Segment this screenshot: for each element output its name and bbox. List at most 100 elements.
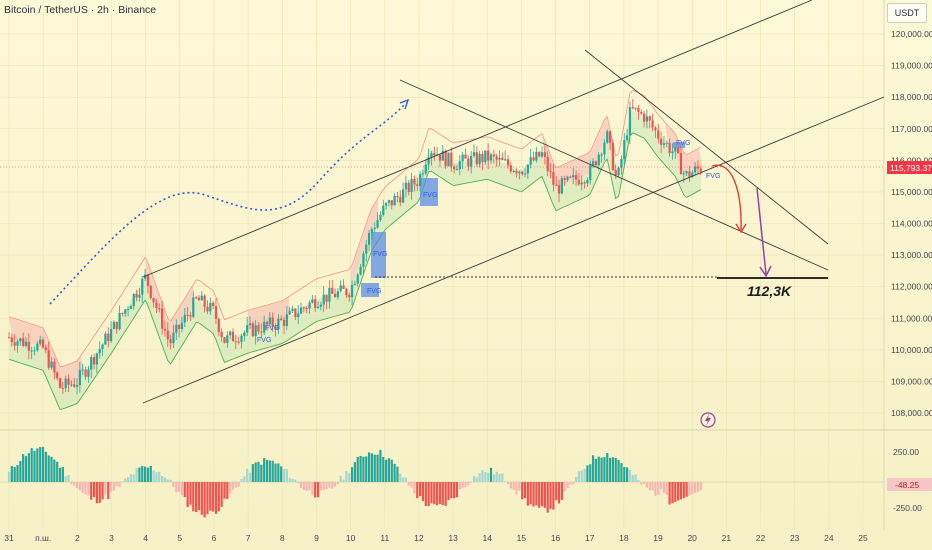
candle-body <box>319 304 322 307</box>
oscillator-bar <box>384 459 388 482</box>
purple-target-arrow <box>756 187 767 275</box>
time-tick-label: 5 <box>177 533 182 543</box>
candle-body <box>234 341 237 343</box>
oscillator-bar <box>563 482 566 492</box>
fvg-label: FVG <box>367 288 381 295</box>
oscillator-bar <box>370 453 374 482</box>
candle-body <box>433 153 436 156</box>
time-tick-label: 25 <box>858 533 868 543</box>
candle-body <box>489 154 493 161</box>
candle-body <box>180 322 184 329</box>
candle-body <box>342 285 345 289</box>
fvg-label: FVG <box>706 173 720 180</box>
price-tick-label: 111,000.00 <box>891 313 932 323</box>
candle-body <box>104 333 107 345</box>
oscillator-bar <box>104 482 107 495</box>
candle-body <box>75 385 79 387</box>
time-tick-label: 19 <box>653 533 663 543</box>
oscillator-panel <box>0 447 884 518</box>
fvg-box <box>673 142 685 148</box>
candle-body <box>572 175 575 178</box>
candle-body <box>634 107 637 109</box>
candle-body <box>413 178 416 185</box>
oscillator-bar <box>679 482 683 500</box>
candle-body <box>424 164 427 174</box>
candle-body <box>404 182 408 190</box>
price-axis[interactable]: 120,000.00 119,000.00 118,000.00 117,000.00… <box>891 29 932 418</box>
oscillator-bar <box>19 460 22 482</box>
candle-body <box>679 153 683 175</box>
red-projection-arrow <box>711 164 742 231</box>
oscillator-bar <box>455 482 459 498</box>
oscillator-bar <box>532 482 535 507</box>
price-tick-label: 109,000.00 <box>891 376 932 386</box>
oscillator-bar <box>617 460 620 482</box>
oscillator-bar <box>549 482 552 509</box>
oscillator-bar <box>243 476 246 482</box>
time-tick-label: 7 <box>246 533 251 543</box>
oscillator-bar <box>583 468 586 482</box>
oscillator-bar <box>694 482 697 493</box>
oscillator-bar <box>572 482 575 485</box>
oscillator-bar <box>73 482 76 486</box>
oscillator-bar <box>152 470 155 482</box>
candle-body <box>22 338 25 346</box>
candle-body <box>195 297 198 299</box>
oscillator-bar <box>399 473 402 482</box>
candle-body <box>523 173 527 175</box>
lightning-icon[interactable] <box>700 412 716 428</box>
candle-body <box>447 152 450 167</box>
oscillator-bar <box>657 482 660 495</box>
oscillator-bar <box>424 482 427 506</box>
oscillator-bar <box>163 477 167 482</box>
candle-body <box>297 313 300 317</box>
candle-body <box>197 297 201 301</box>
candle-body <box>370 229 374 234</box>
oscillator-bar <box>209 482 212 511</box>
oscillator-bar <box>195 482 198 513</box>
candle-body <box>450 152 453 167</box>
candle-body <box>314 299 317 308</box>
candle-body <box>285 314 288 326</box>
time-axis[interactable]: 31 п.ш. 2 3 4 5 6 7 8 9 10 11 12 13 14 15 16 17 18 19 20 21 22… <box>4 533 868 543</box>
time-tick-label: 8 <box>280 533 285 543</box>
oscillator-bar <box>180 482 184 496</box>
oscillator-bar <box>589 464 592 482</box>
candle-body <box>121 312 124 314</box>
candle-body <box>444 150 447 167</box>
candle-body <box>379 214 382 220</box>
oscillator-bar <box>606 453 609 482</box>
candle-body <box>50 361 53 368</box>
oscillator-bar <box>611 457 615 482</box>
candle-body <box>95 353 98 365</box>
oscillator-bar <box>274 463 277 482</box>
trend-drawings[interactable] <box>0 0 885 404</box>
resistance-cloud <box>541 114 617 189</box>
currency-button[interactable]: USDT <box>887 3 927 23</box>
oscillator-bar <box>299 482 303 488</box>
candle-body <box>302 307 305 309</box>
candle-body <box>682 173 685 175</box>
candle-body <box>41 339 45 348</box>
candle-body <box>569 176 572 178</box>
candle-body <box>163 328 167 331</box>
candle-body <box>586 180 589 184</box>
time-tick-label: 31 <box>4 533 14 543</box>
candle-body <box>563 178 566 181</box>
oscillator-bar <box>115 482 118 487</box>
candle-body <box>189 315 192 317</box>
oscillator-bar <box>597 456 600 482</box>
candle-body <box>478 153 481 165</box>
oscillator-bar <box>509 482 512 489</box>
candle-body <box>53 361 56 373</box>
oscillator-bar <box>526 482 529 506</box>
candle-body <box>291 308 294 311</box>
oscillator-bar <box>614 457 617 482</box>
price-tick-label: 118,000.00 <box>891 92 932 102</box>
oscillator-bar <box>699 482 702 491</box>
oscillator-bar <box>365 456 368 482</box>
candle-body <box>654 127 657 131</box>
fvg-zones <box>361 142 685 297</box>
